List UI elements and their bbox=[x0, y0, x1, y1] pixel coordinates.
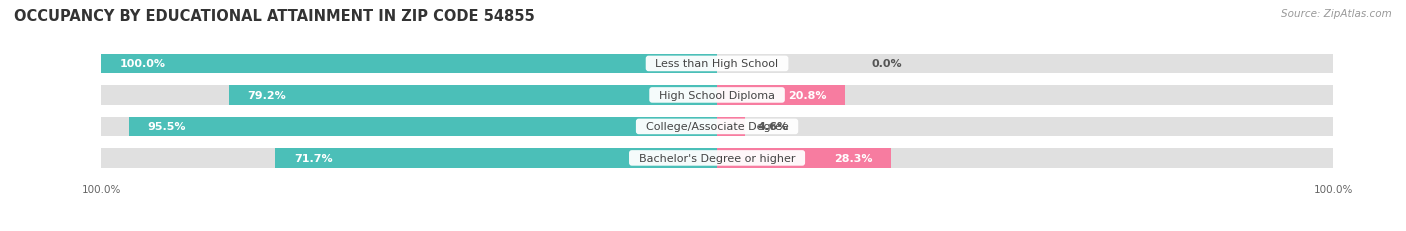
Bar bbox=[717, 117, 745, 137]
Text: 79.2%: 79.2% bbox=[247, 91, 287, 100]
Text: 0.0%: 0.0% bbox=[872, 59, 901, 69]
Text: Bachelor's Degree or higher: Bachelor's Degree or higher bbox=[631, 153, 803, 163]
Bar bbox=[101, 86, 1333, 105]
Bar bbox=[101, 149, 1333, 168]
Text: 95.5%: 95.5% bbox=[148, 122, 186, 132]
Bar bbox=[101, 55, 717, 74]
Bar bbox=[717, 149, 891, 168]
Bar bbox=[276, 149, 717, 168]
Text: 28.3%: 28.3% bbox=[834, 153, 873, 163]
Text: OCCUPANCY BY EDUCATIONAL ATTAINMENT IN ZIP CODE 54855: OCCUPANCY BY EDUCATIONAL ATTAINMENT IN Z… bbox=[14, 9, 534, 24]
Bar bbox=[717, 86, 845, 105]
Bar bbox=[101, 117, 1333, 137]
Text: 20.8%: 20.8% bbox=[789, 91, 827, 100]
Text: High School Diploma: High School Diploma bbox=[652, 91, 782, 100]
Bar bbox=[101, 55, 1333, 74]
Bar bbox=[229, 86, 717, 105]
Text: 100.0%: 100.0% bbox=[120, 59, 166, 69]
Text: 4.6%: 4.6% bbox=[758, 122, 789, 132]
Text: College/Associate Degree: College/Associate Degree bbox=[638, 122, 796, 132]
Text: 71.7%: 71.7% bbox=[294, 153, 333, 163]
Text: Less than High School: Less than High School bbox=[648, 59, 786, 69]
Bar bbox=[129, 117, 717, 137]
Text: Source: ZipAtlas.com: Source: ZipAtlas.com bbox=[1281, 9, 1392, 19]
